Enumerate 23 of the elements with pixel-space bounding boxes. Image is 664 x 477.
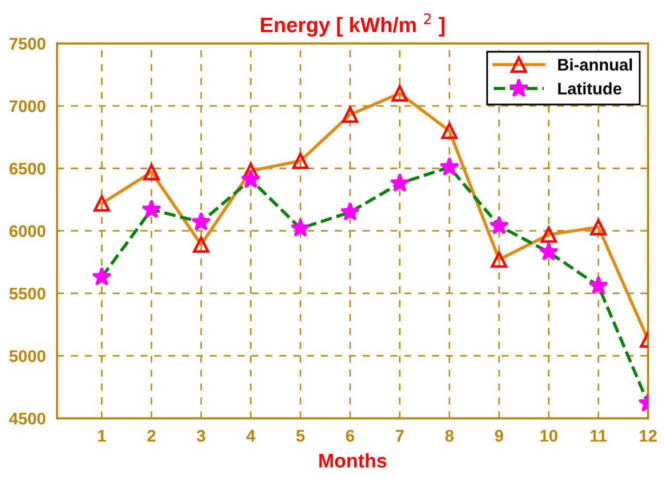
y-tick-label: 6000	[10, 225, 46, 238]
x-tick-label: 6	[346, 430, 354, 442]
x-tick-label: 1	[98, 430, 106, 442]
x-tick-label: 5	[296, 430, 305, 442]
x-axis-title: Months	[319, 453, 386, 468]
x-tick-label: 12	[640, 430, 657, 442]
y-tick-label: 5500	[9, 288, 46, 300]
x-tick-label: 4	[246, 430, 256, 442]
x-tick-label: 11	[590, 430, 607, 442]
chart-title: Energy [ kWh/m $^{2}$ ]	[260, 13, 444, 37]
x-tick-label: 8	[445, 430, 454, 442]
legend-label: Bi-annual	[558, 58, 632, 71]
y-tick-label: 6500	[10, 162, 46, 175]
y-tick-label: 4500	[9, 412, 46, 425]
y-tick-label: 5000	[9, 350, 46, 362]
y-tick-label: 7000	[10, 100, 46, 112]
x-tick-label: 7	[396, 430, 404, 442]
y-tick-label: 7500	[10, 38, 46, 50]
x-tick-label: 3	[196, 430, 206, 442]
legend-label: Latitude	[558, 82, 622, 95]
x-tick-label: 2	[147, 430, 156, 442]
x-tick-label: 9	[495, 430, 504, 442]
x-tick-label: 10	[540, 430, 558, 442]
